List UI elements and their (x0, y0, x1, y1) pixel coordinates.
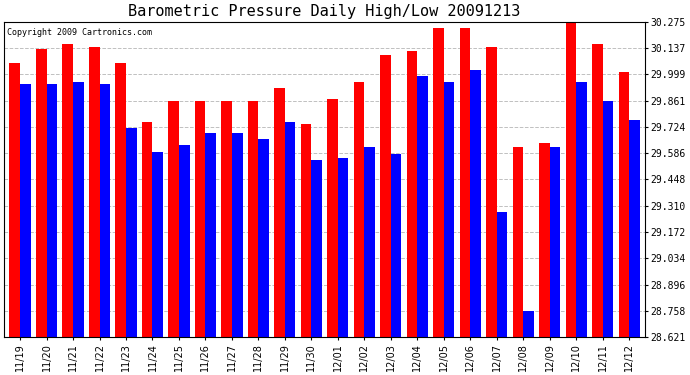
Bar (73, 82, 83, 337)
Text: Copyright 2009 Cartronics.com: Copyright 2009 Cartronics.com (8, 28, 152, 37)
Bar (406, 51, 417, 337)
Bar (539, 143, 550, 337)
Bar (46, 84, 57, 337)
Bar (327, 99, 338, 337)
Bar (592, 44, 602, 337)
Bar (301, 124, 311, 337)
Bar (444, 82, 454, 337)
Bar (486, 48, 497, 337)
Bar (380, 55, 391, 337)
Bar (89, 48, 99, 337)
Bar (99, 84, 110, 337)
Bar (576, 82, 586, 337)
Bar (126, 128, 137, 337)
Bar (566, 22, 576, 337)
Bar (195, 101, 206, 337)
Bar (311, 160, 322, 337)
Bar (115, 63, 126, 337)
Bar (258, 139, 269, 337)
Bar (523, 311, 534, 337)
Bar (338, 158, 348, 337)
Bar (206, 134, 216, 337)
Bar (417, 76, 428, 337)
Bar (179, 145, 190, 337)
Bar (221, 101, 232, 337)
Bar (142, 122, 152, 337)
Bar (285, 122, 295, 337)
Bar (513, 147, 523, 337)
Bar (36, 50, 46, 337)
Bar (152, 152, 163, 337)
Bar (275, 87, 285, 337)
Bar (602, 101, 613, 337)
Bar (497, 211, 507, 337)
Bar (471, 70, 481, 337)
Bar (460, 28, 471, 337)
Bar (629, 120, 640, 337)
Bar (248, 101, 258, 337)
Bar (354, 82, 364, 337)
Bar (20, 84, 30, 337)
Bar (232, 134, 242, 337)
Bar (618, 72, 629, 337)
Bar (550, 147, 560, 337)
Bar (10, 63, 20, 337)
Bar (391, 154, 402, 337)
Title: Barometric Pressure Daily High/Low 20091213: Barometric Pressure Daily High/Low 20091… (128, 4, 521, 19)
Bar (364, 147, 375, 337)
Bar (62, 44, 73, 337)
Bar (168, 101, 179, 337)
Bar (433, 28, 444, 337)
